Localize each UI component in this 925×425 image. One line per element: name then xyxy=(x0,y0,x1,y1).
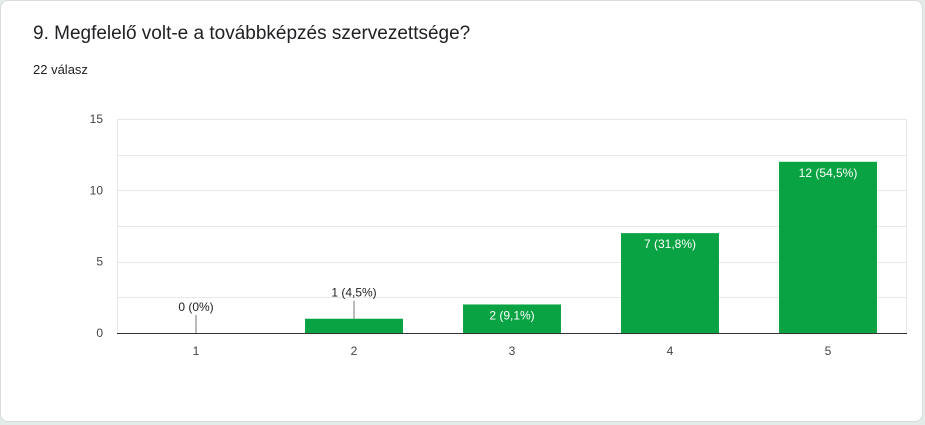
chart-gridlines xyxy=(117,119,907,333)
data-label: 1 (4,5%) xyxy=(331,286,376,300)
bar xyxy=(463,304,561,333)
bar xyxy=(779,161,877,333)
y-tick-label: 15 xyxy=(90,112,104,126)
data-labels: 0 (0%) 1 (4,5%) 2 (9,1%) 7 (31,8%) 12 (54,5%… xyxy=(178,166,857,333)
data-label: 12 (54,5%) xyxy=(799,166,858,180)
y-tick-label: 5 xyxy=(96,255,103,269)
x-tick-label: 4 xyxy=(667,344,674,358)
bar xyxy=(621,233,719,333)
x-tick-label: 5 xyxy=(825,344,832,358)
data-label: 7 (31,8%) xyxy=(644,237,696,251)
x-tick-label: 1 xyxy=(193,344,200,358)
question-title: 9. Megfelelő volt-e a továbbképzés szerv… xyxy=(33,23,471,44)
y-axis-ticks: 0 5 10 15 xyxy=(90,112,104,340)
chart-bars xyxy=(305,161,877,333)
x-tick-label: 2 xyxy=(351,344,358,358)
data-label: 0 (0%) xyxy=(178,300,213,314)
response-count: 22 válasz xyxy=(33,62,88,77)
y-tick-label: 0 xyxy=(96,326,103,340)
data-label: 2 (9,1%) xyxy=(489,308,534,322)
y-tick-label: 10 xyxy=(90,183,104,197)
bar xyxy=(305,318,403,333)
x-tick-label: 3 xyxy=(509,344,516,358)
x-axis-ticks: 1 2 3 4 5 xyxy=(193,344,832,358)
